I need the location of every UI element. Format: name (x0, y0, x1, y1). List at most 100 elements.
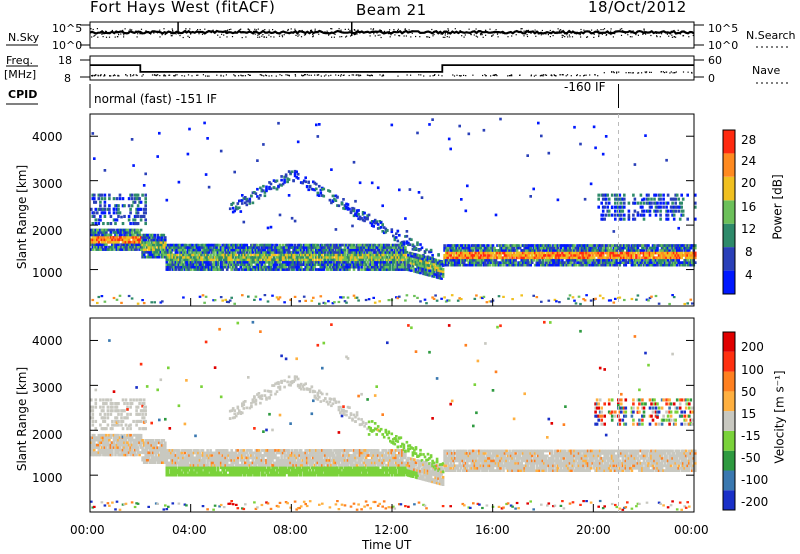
scatter-cell (463, 263, 466, 267)
scatter-cell (253, 253, 256, 257)
scatter-cell (632, 244, 635, 247)
scatter-cell (630, 261, 634, 264)
scatter-cell (487, 254, 490, 257)
scatter-cell (238, 248, 241, 252)
scatter-cell (224, 298, 227, 301)
scatter-cell (662, 261, 665, 264)
scatter-cell (426, 261, 430, 265)
scatter-cell (432, 270, 436, 274)
scatter-cell (524, 258, 528, 262)
scatter-cell (502, 258, 505, 262)
scatter-cell (269, 246, 273, 249)
scatter-cell (150, 236, 153, 239)
scatter-cell (351, 224, 354, 228)
scatter-cell (678, 201, 682, 205)
nave-point (265, 75, 268, 77)
scatter-cell (642, 261, 646, 264)
nsearch-point (614, 33, 616, 35)
nsearch-point (295, 34, 297, 36)
scatter-cell (404, 299, 407, 302)
nsearch-point (111, 29, 113, 32)
scatter-cell (612, 301, 616, 304)
scatter-cell (638, 258, 641, 262)
scatter-cell (604, 256, 608, 260)
nave-point (241, 75, 243, 77)
scatter-cell (94, 200, 98, 204)
scatter-cell (245, 263, 249, 266)
nave-point (275, 75, 277, 77)
scatter-cell (399, 263, 403, 266)
scatter-cell (286, 177, 289, 181)
scatter-cell (262, 143, 265, 146)
nsearch-point (627, 34, 629, 36)
scatter-cell (558, 261, 561, 264)
scatter-cell (287, 243, 291, 247)
scatter-cell (607, 201, 611, 205)
scatter-cell (269, 258, 273, 262)
scatter-cell (416, 256, 419, 259)
scatter-cell (600, 213, 603, 217)
scatter-cell (103, 238, 107, 242)
scatter-cell (361, 218, 365, 222)
scatter-cell (150, 238, 153, 242)
scatter-cell (124, 240, 128, 244)
scatter-cell (607, 254, 611, 257)
scatter-cell (305, 268, 309, 271)
scatter-cell (236, 263, 240, 266)
nsearch-point (356, 33, 358, 35)
scatter-cell (629, 249, 632, 252)
scatter-cell (103, 204, 107, 208)
scatter-cell (527, 251, 531, 255)
scatter-cell (330, 258, 333, 262)
scatter-cell (308, 246, 312, 249)
scatter-cell (274, 258, 277, 262)
scatter-cell (565, 254, 569, 257)
scatter-cell (606, 254, 609, 257)
scatter-cell (355, 263, 359, 266)
scatter-cell (133, 243, 137, 246)
scatter-cell (254, 268, 258, 271)
nsearch-point (567, 36, 569, 38)
scatter-cell (367, 265, 371, 269)
scatter-cell (254, 258, 258, 262)
scatter-cell (293, 246, 297, 249)
scatter-cell (538, 254, 542, 257)
scatter-cell (549, 258, 552, 262)
nsearch-point (635, 34, 637, 36)
nave-point (485, 75, 487, 77)
scatter-cell (148, 253, 152, 256)
scatter-cell (138, 233, 141, 237)
scatter-cell (161, 255, 164, 259)
scatter-cell (684, 246, 688, 250)
scatter-cell (183, 243, 187, 247)
scatter-cell (681, 261, 685, 264)
scatter-cell (173, 268, 176, 271)
scatter-cell (302, 260, 306, 264)
scatter-cell (376, 243, 380, 247)
scatter-cell (484, 254, 487, 257)
scatter-cell (103, 243, 107, 246)
scatter-cell (241, 246, 244, 249)
scatter-cell (342, 265, 345, 269)
scatter-cell (373, 260, 377, 264)
scatter-cell (327, 189, 330, 192)
scatter-cell (369, 243, 372, 247)
scatter-cell (509, 244, 513, 247)
scatter-cell (481, 258, 484, 262)
scatter-cell (591, 246, 594, 250)
scatter-cell (145, 255, 149, 259)
scatter-cell (313, 260, 317, 264)
scatter-cell (99, 207, 102, 211)
nsearch-point (629, 36, 631, 38)
scatter-cell (556, 256, 560, 260)
scatter-cell (321, 246, 324, 249)
scatter-cell (174, 253, 178, 257)
scatter-cell (257, 260, 261, 264)
scatter-cell (375, 258, 378, 262)
scatter-cell (289, 256, 292, 259)
scatter-cell (500, 244, 504, 247)
nsearch-point (163, 28, 165, 30)
nsearch-point (310, 29, 312, 32)
scatter-cell (135, 222, 138, 226)
scatter-cell (315, 251, 318, 254)
